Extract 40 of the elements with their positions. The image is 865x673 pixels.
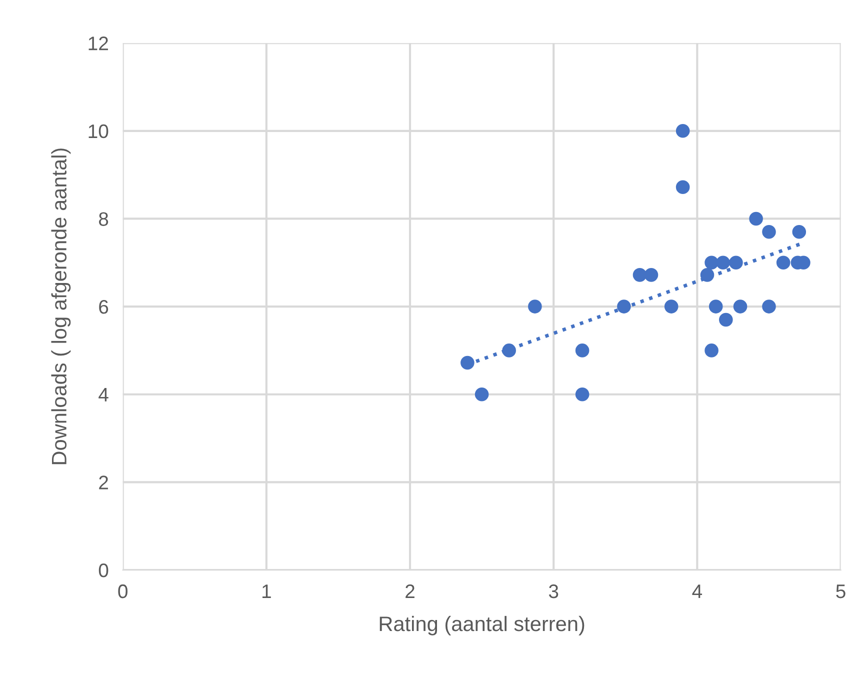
y-tick-label: 6 bbox=[99, 300, 108, 314]
point bbox=[792, 224, 806, 239]
x-tick-label: 3 bbox=[548, 584, 558, 598]
point bbox=[664, 300, 678, 314]
x-axis-title: Rating (aantal sterren) bbox=[380, 616, 584, 636]
y-tick-label: 0 bbox=[98, 564, 108, 578]
x-tick-label: 2 bbox=[406, 584, 414, 598]
x-tick-label: 5 bbox=[836, 584, 846, 598]
point bbox=[644, 268, 658, 282]
point bbox=[617, 300, 631, 314]
point bbox=[676, 180, 690, 194]
y-axis-title: Downloads ( log afgeronde aantal) bbox=[51, 148, 71, 464]
point bbox=[632, 268, 647, 282]
x-tick-label: 0 bbox=[118, 584, 128, 598]
point bbox=[700, 268, 714, 282]
x-tick-label: 4 bbox=[692, 584, 702, 598]
point bbox=[716, 256, 730, 270]
point bbox=[676, 124, 690, 138]
y-tick-label: 4 bbox=[98, 388, 108, 402]
point bbox=[729, 256, 743, 270]
point bbox=[762, 224, 776, 239]
y-tick-label: 12 bbox=[88, 36, 108, 50]
point bbox=[502, 344, 516, 358]
x-tick-label: 1 bbox=[262, 584, 271, 598]
y-tick-label: 8 bbox=[98, 212, 108, 226]
point bbox=[733, 300, 748, 314]
point bbox=[575, 387, 590, 402]
point bbox=[704, 344, 718, 358]
point bbox=[704, 256, 718, 270]
y-tick-label: 2 bbox=[99, 476, 108, 490]
point bbox=[575, 344, 590, 358]
point bbox=[749, 212, 763, 226]
point bbox=[460, 356, 474, 370]
point bbox=[719, 312, 733, 327]
point bbox=[474, 387, 489, 402]
point bbox=[528, 300, 542, 314]
y-tick-label: 10 bbox=[88, 124, 108, 138]
point bbox=[776, 256, 790, 270]
point bbox=[762, 300, 776, 314]
point bbox=[708, 300, 723, 314]
